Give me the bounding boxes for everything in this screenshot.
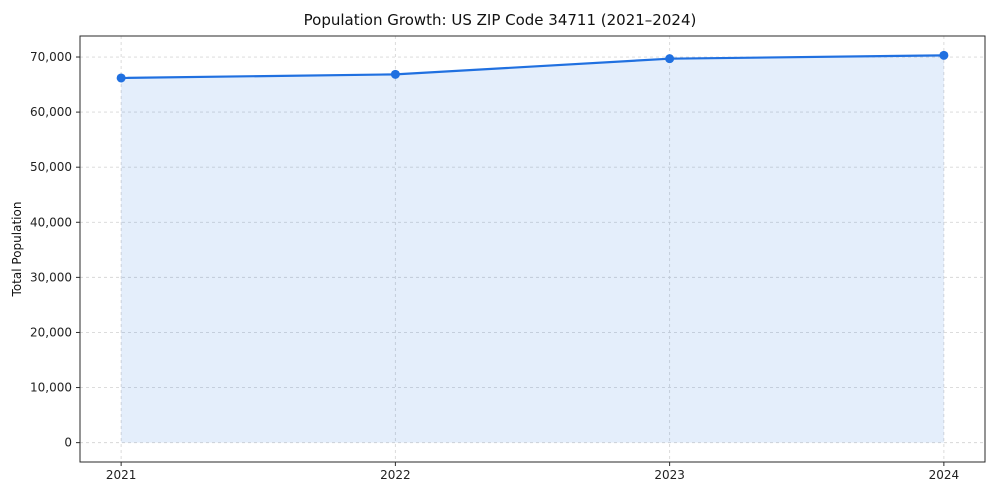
area-fill (121, 55, 944, 443)
series-line (120, 54, 945, 80)
data-point-marker (939, 50, 949, 60)
data-point-marker (116, 73, 126, 83)
y-tick-label: 0 (64, 436, 72, 450)
x-tick-label: 2023 (654, 468, 685, 482)
data-point-marker (665, 54, 675, 64)
y-tick-label: 10,000 (30, 381, 72, 395)
y-tick-label: 40,000 (30, 215, 72, 229)
plot-border (79, 35, 986, 463)
y-tick-label: 70,000 (30, 50, 72, 64)
chart-title: Population Growth: US ZIP Code 34711 (20… (303, 11, 697, 29)
x-tick-label: 2022 (380, 468, 411, 482)
y-tick-label: 60,000 (30, 105, 72, 119)
y-tick-label: 50,000 (30, 160, 72, 174)
data-point-marker (390, 69, 400, 79)
x-tick-label: 2021 (106, 468, 137, 482)
y-tick-label: 30,000 (30, 270, 72, 284)
x-tick-label: 2024 (929, 468, 960, 482)
y-tick-label: 20,000 (30, 325, 72, 339)
